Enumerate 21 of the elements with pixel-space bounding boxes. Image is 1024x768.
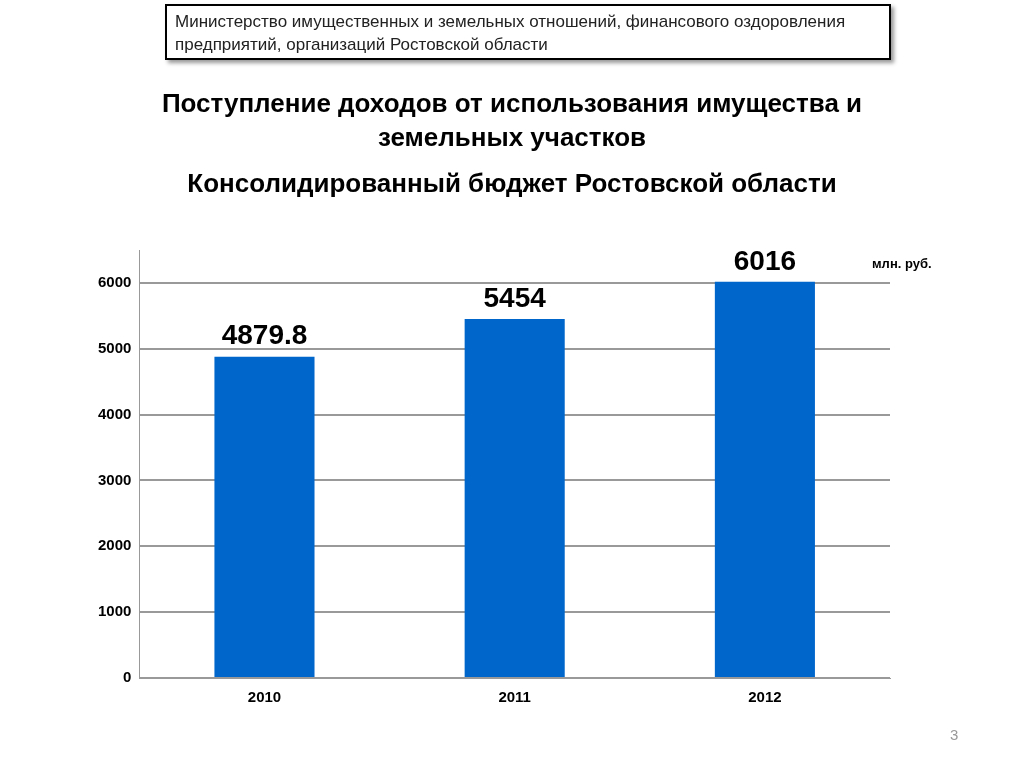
y-tick-label: 2000: [97, 536, 132, 554]
y-tick-label: 4000: [97, 404, 132, 422]
chart-title: Поступление доходов от использования имущества и земельных участков: [160, 87, 864, 154]
y-tick-label: 0: [123, 668, 132, 686]
text: Министерство имущественных и земельных отношений, финансового оздоровления предприятий, организаций Ростовской области: [165, 4, 891, 60]
chart-subtitle: Консолидированный бюджет Ростовской области: [186, 168, 838, 199]
bar: [714, 281, 815, 677]
y-tick-label: 1000: [97, 602, 132, 620]
y-tick-label: 5000: [97, 338, 132, 356]
x-tick-label: 2011: [498, 688, 531, 706]
x-tick-label: 2010: [247, 688, 282, 706]
bar: [464, 318, 565, 677]
annotation: млн. руб.: [872, 256, 932, 271]
x-tick-label: 2012: [748, 688, 782, 706]
data-label: 6016: [733, 244, 797, 276]
bar: [214, 356, 315, 677]
y-tick-label: 6000: [97, 273, 132, 291]
y-tick-label: 3000: [97, 470, 132, 488]
data-label: 5454: [483, 281, 547, 313]
text: 3: [950, 726, 959, 743]
data-label: 4879.8: [221, 319, 308, 351]
